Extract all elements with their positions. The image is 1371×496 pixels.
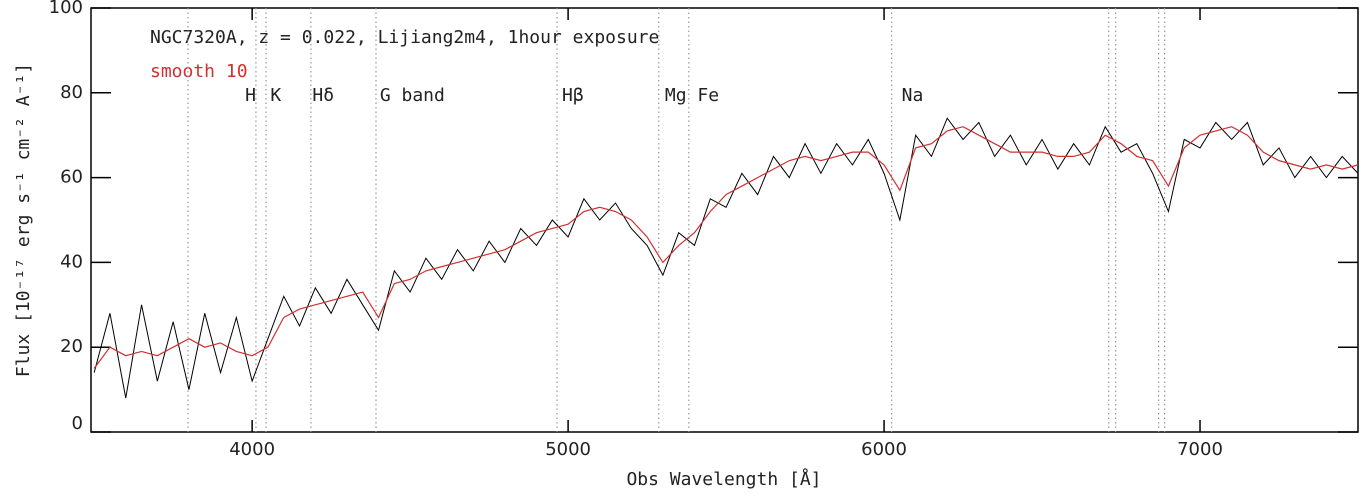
y-tick-label: 60 [60,167,83,188]
y-tick-label: 100 [49,0,83,18]
x-axis-label: Obs Wavelength [Å] [626,468,821,490]
plot-frame [90,7,1359,433]
y-tick-label: 0 [72,413,83,434]
y-tick-label: 80 [60,82,83,103]
y-axis-label: Flux [10⁻¹⁷ erg s⁻¹ cm⁻² A⁻¹] [13,63,34,377]
chart-title: NGC7320A, z = 0.022, Lijiang2m4, 1hour e… [150,27,659,48]
line-label: H [245,85,256,106]
x-tick-label: 6000 [861,439,907,460]
y-tick-label: 40 [60,251,83,272]
spectrum-line [93,117,1359,399]
line-label: Hδ [312,85,334,106]
line-label: K [270,85,281,106]
y-tick-label: 20 [60,336,83,357]
x-tick-label: 5000 [545,439,591,460]
spectrum-line [93,126,1359,369]
line-label: Na [902,85,924,106]
line-label: G band [380,85,445,106]
x-tick-label: 4000 [229,439,275,460]
legend-entry: smooth 10 [150,61,248,82]
line-label: Mg Fe [665,85,719,106]
line-label: Hβ [562,85,584,106]
x-tick-label: 7000 [1177,439,1223,460]
